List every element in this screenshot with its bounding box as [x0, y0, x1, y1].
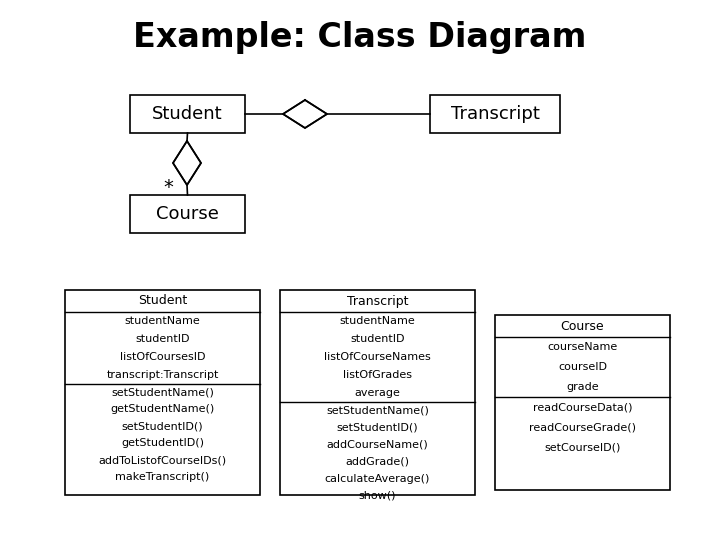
Text: courseID: courseID: [558, 362, 607, 372]
Bar: [280, 290, 475, 495]
Text: listOfGrades: listOfGrades: [343, 370, 412, 380]
Text: setStudentID(): setStudentID(): [122, 422, 203, 431]
Text: listOfCoursesID: listOfCoursesID: [120, 352, 205, 362]
Text: addGrade(): addGrade(): [346, 456, 410, 467]
Text: setStudentID(): setStudentID(): [337, 422, 418, 433]
Text: getStudentID(): getStudentID(): [121, 438, 204, 449]
Text: *: *: [163, 179, 173, 198]
Text: calculateAverage(): calculateAverage(): [325, 474, 430, 483]
Text: grade: grade: [566, 382, 599, 392]
Polygon shape: [283, 100, 327, 128]
Text: transcript:Transcript: transcript:Transcript: [107, 370, 219, 380]
Text: Course: Course: [156, 205, 219, 223]
Text: Transcript: Transcript: [347, 294, 408, 307]
Text: setStudentName(): setStudentName(): [326, 406, 429, 415]
Text: show(): show(): [359, 490, 396, 501]
Text: studentID: studentID: [350, 334, 405, 344]
Text: studentName: studentName: [125, 316, 200, 326]
Polygon shape: [173, 141, 201, 185]
Text: setCourseID(): setCourseID(): [544, 442, 621, 452]
Text: studentName: studentName: [340, 316, 415, 326]
Bar: [130, 95, 245, 133]
Text: Student: Student: [152, 105, 222, 123]
Text: addCourseName(): addCourseName(): [327, 440, 428, 449]
Text: Course: Course: [561, 320, 604, 333]
Text: Transcript: Transcript: [451, 105, 539, 123]
Text: Example: Class Diagram: Example: Class Diagram: [133, 22, 587, 55]
Text: Student: Student: [138, 294, 187, 307]
Text: readCourseData(): readCourseData(): [533, 402, 632, 412]
Text: listOfCourseNames: listOfCourseNames: [324, 352, 431, 362]
Text: average: average: [354, 388, 400, 398]
Text: setStudentName(): setStudentName(): [111, 388, 214, 397]
Text: makeTranscript(): makeTranscript(): [115, 472, 210, 483]
Bar: [495, 315, 670, 490]
Text: studentID: studentID: [135, 334, 190, 344]
Bar: [130, 195, 245, 233]
Bar: [430, 95, 560, 133]
Bar: [65, 290, 260, 495]
Text: readCourseGrade(): readCourseGrade(): [529, 422, 636, 432]
Text: courseName: courseName: [547, 342, 618, 352]
Text: getStudentName(): getStudentName(): [110, 404, 215, 415]
Text: addToListofCourseIDs(): addToListofCourseIDs(): [99, 456, 227, 465]
